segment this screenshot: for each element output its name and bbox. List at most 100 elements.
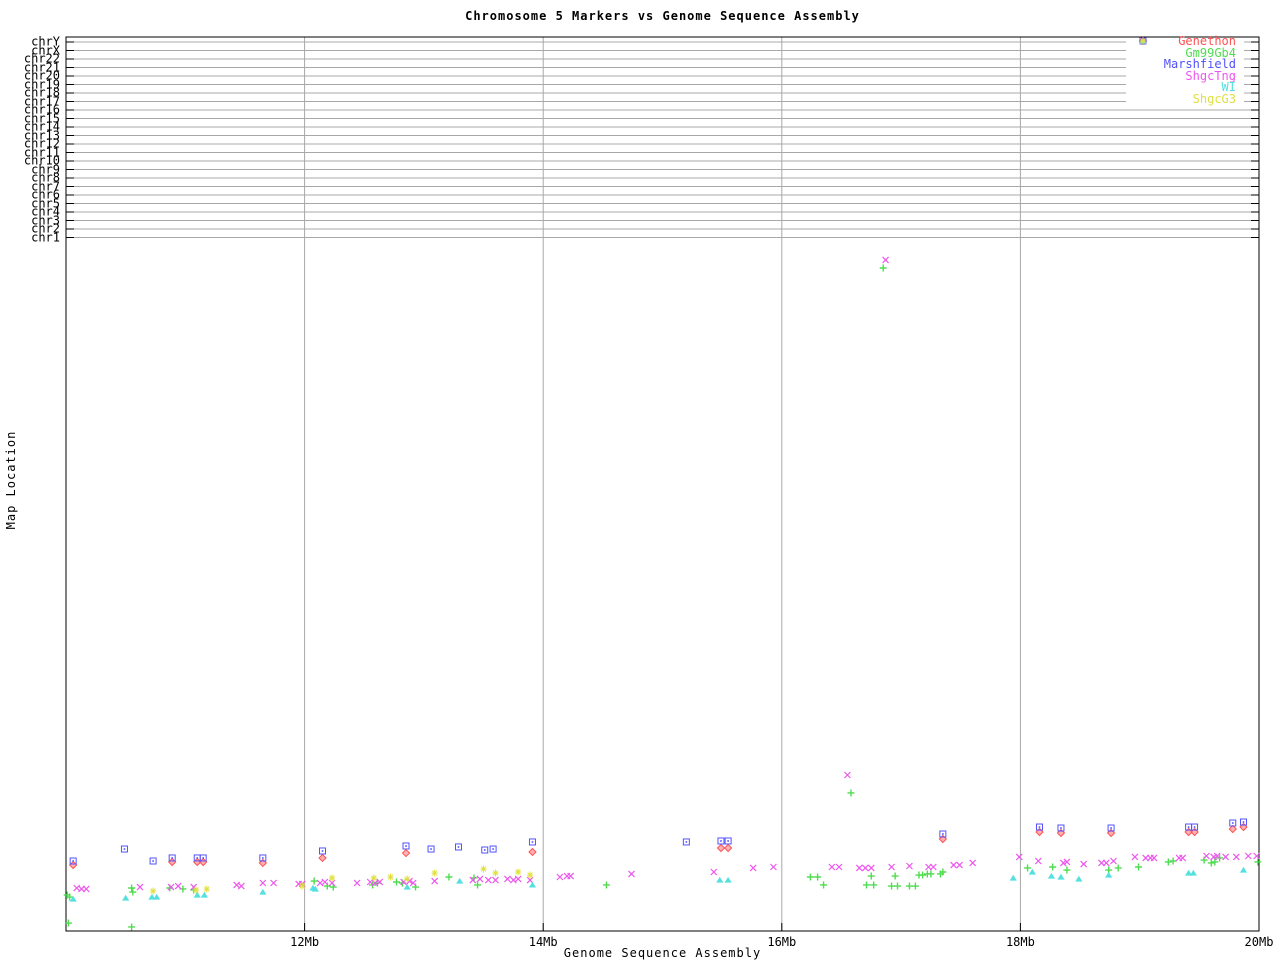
data-point xyxy=(69,895,77,902)
data-point xyxy=(82,885,90,893)
y-tick-label: chr16 xyxy=(23,102,60,117)
chart-title: Chromosome 5 Markers vs Genome Sequence … xyxy=(465,9,860,23)
data-point xyxy=(1253,852,1261,860)
data-point xyxy=(318,847,326,855)
x-tick-label: 14Mb xyxy=(528,935,558,949)
data-point xyxy=(370,874,377,882)
data-point xyxy=(503,875,511,883)
data-point xyxy=(1203,852,1210,860)
data-point xyxy=(847,789,855,797)
y-tick-label: chr20 xyxy=(23,68,60,83)
data-point xyxy=(1185,869,1193,876)
data-point xyxy=(1213,852,1221,860)
data-point xyxy=(682,838,690,846)
data-point xyxy=(167,883,175,891)
data-point xyxy=(193,891,201,898)
data-point xyxy=(1049,863,1057,871)
data-point xyxy=(1169,857,1177,865)
series-genethon xyxy=(68,822,1248,870)
data-point xyxy=(526,876,534,884)
data-point xyxy=(567,872,575,880)
data-point xyxy=(149,857,157,865)
data-point xyxy=(120,845,128,853)
y-tick-label: chr19 xyxy=(23,77,60,91)
data-point xyxy=(927,870,935,878)
y-tick-label: chr11 xyxy=(23,145,60,159)
data-point xyxy=(259,888,267,895)
data-point xyxy=(128,884,136,892)
series-wi xyxy=(69,866,1248,902)
data-point xyxy=(427,845,435,853)
data-point xyxy=(723,843,733,853)
data-point xyxy=(1150,854,1158,862)
plot-border xyxy=(65,36,1260,932)
data-point xyxy=(401,848,411,858)
legend-label: ShgcG3 xyxy=(1192,91,1236,106)
data-point xyxy=(1034,857,1042,865)
data-point xyxy=(270,879,278,887)
data-point xyxy=(353,879,361,887)
data-point xyxy=(431,869,438,877)
data-point xyxy=(1114,864,1122,872)
x-tick-label: 18Mb xyxy=(1005,935,1035,949)
data-point xyxy=(556,873,564,881)
data-point xyxy=(1063,866,1071,874)
data-point xyxy=(950,861,958,869)
data-point xyxy=(861,864,869,872)
y-tick-label: chr3 xyxy=(31,213,60,227)
data-point xyxy=(1063,858,1071,866)
data-point xyxy=(906,862,913,870)
legend-item: ShgcG3 xyxy=(1128,37,1236,106)
data-point xyxy=(882,256,890,264)
y-tick-label: chr18 xyxy=(23,85,60,100)
data-point xyxy=(193,886,200,894)
data-point xyxy=(939,830,947,838)
data-point xyxy=(1107,824,1115,832)
data-point xyxy=(150,887,157,895)
data-point xyxy=(492,869,499,877)
legend-label: ShgcTng xyxy=(1185,68,1236,83)
legend-backdrop xyxy=(1126,36,1244,108)
data-point xyxy=(879,264,887,272)
data-point xyxy=(492,876,499,884)
data-point xyxy=(870,881,878,889)
data-point xyxy=(628,870,635,878)
data-point xyxy=(888,863,895,871)
y-tick-label: chr15 xyxy=(23,111,60,125)
data-point xyxy=(749,864,757,872)
x-tick-label: 20Mb xyxy=(1244,935,1274,949)
data-point xyxy=(1075,875,1083,882)
y-tick-label: chr17 xyxy=(23,94,60,108)
data-point xyxy=(1102,859,1110,867)
data-point xyxy=(476,875,484,883)
y-tick-label: chr4 xyxy=(31,204,60,219)
data-point xyxy=(392,878,400,886)
data-point xyxy=(888,882,896,890)
data-point xyxy=(1222,853,1230,861)
data-point xyxy=(470,874,478,882)
data-point xyxy=(710,868,718,876)
data-point xyxy=(148,893,156,900)
data-point xyxy=(929,863,937,871)
data-point xyxy=(431,877,439,885)
data-point xyxy=(905,882,913,890)
x-tick-label: 12Mb xyxy=(290,935,320,949)
series-shgctng xyxy=(73,256,1261,893)
x-axis-title: Genome Sequence Assembly xyxy=(563,946,762,960)
legend-label: Gm99Gb4 xyxy=(1185,45,1236,60)
data-point xyxy=(1211,858,1219,866)
data-point xyxy=(956,861,963,869)
y-tick-label: chr7 xyxy=(31,179,60,193)
data-point xyxy=(1244,852,1252,860)
data-point xyxy=(1015,853,1023,861)
data-point xyxy=(387,873,394,881)
data-point xyxy=(456,877,464,884)
data-point xyxy=(891,872,899,880)
data-point xyxy=(299,882,306,890)
data-point xyxy=(602,881,610,889)
data-point xyxy=(328,879,336,887)
data-point xyxy=(939,868,947,876)
data-point xyxy=(404,875,411,883)
legend-label: WI xyxy=(1221,80,1236,95)
